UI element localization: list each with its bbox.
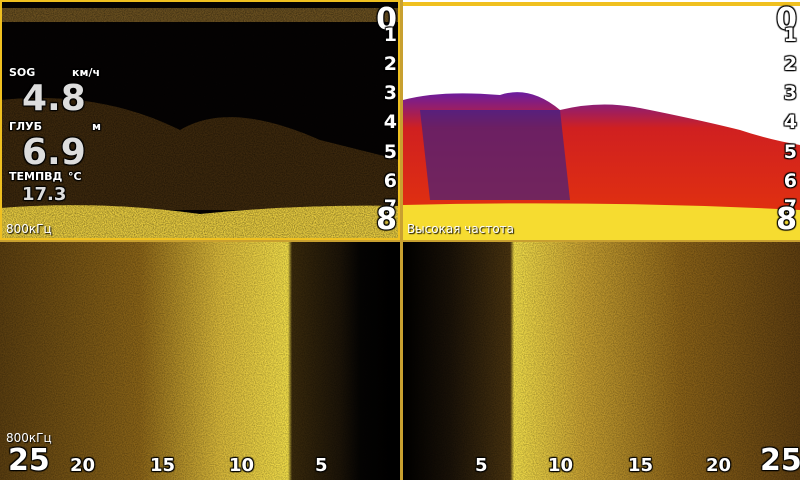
frequency: 800кГц xyxy=(6,431,52,445)
depth-label: 5 xyxy=(783,141,797,163)
range-label: 10 xyxy=(548,455,574,476)
noise xyxy=(0,0,400,240)
range-label: 10 xyxy=(229,455,255,476)
depth-label: 3 xyxy=(383,82,397,104)
range-label: 5 xyxy=(475,455,488,476)
readout-label: ТЕМПВД xyxy=(9,170,63,183)
depth-label: 8 xyxy=(776,202,797,237)
bottom-echo xyxy=(403,203,800,240)
range-label: 15 xyxy=(150,455,176,476)
readout-value: 4.8 xyxy=(22,78,86,119)
readout-unit: м xyxy=(92,120,101,133)
depth-label: 4 xyxy=(783,111,797,133)
range-label: 15 xyxy=(628,455,654,476)
readout-unit: °C xyxy=(68,170,82,183)
depth-label: 2 xyxy=(783,53,797,75)
depth-label: 6 xyxy=(783,170,797,192)
depth-label: 5 xyxy=(383,141,397,163)
depth-label: 3 xyxy=(783,82,797,104)
readout-label: ГЛУБ xyxy=(9,120,43,133)
depth-label: 4 xyxy=(383,111,397,133)
depth-label: 1 xyxy=(783,24,797,46)
depth-label: 8 xyxy=(376,202,397,237)
surface-band xyxy=(403,2,800,6)
range-label: 25 xyxy=(760,443,800,478)
depth-label: 1 xyxy=(383,24,397,46)
frequency: Высокая частота xyxy=(407,222,514,236)
depth-label: 6 xyxy=(383,170,397,192)
active-frame xyxy=(0,0,400,240)
depth-label: 0 xyxy=(776,2,797,37)
depth-label: 7 xyxy=(383,196,397,218)
readout-unit: км/ч xyxy=(72,66,101,79)
depth-label: 0 xyxy=(376,2,397,37)
dense-echo xyxy=(420,110,570,200)
depth-label: 7 xyxy=(783,196,797,218)
readout-value: 6.9 xyxy=(22,132,86,173)
range-label: 20 xyxy=(70,455,96,476)
readout-label: SOG xyxy=(9,66,36,79)
range-label: 25 xyxy=(8,443,50,478)
frequency: 800кГц xyxy=(6,222,52,236)
readout-value: 17.3 xyxy=(22,184,67,205)
range-label: 5 xyxy=(315,455,328,476)
range-label: 20 xyxy=(706,455,732,476)
depth-label: 2 xyxy=(383,53,397,75)
divider xyxy=(0,240,800,242)
